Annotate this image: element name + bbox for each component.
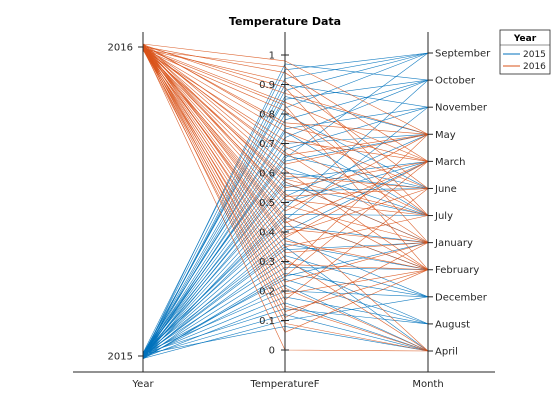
legend-label-2015: 2015 xyxy=(523,50,546,60)
temperature-tick-label: 0.6 xyxy=(259,169,275,180)
temperature-tick-label: 0.2 xyxy=(259,287,275,298)
month-tick-label: September xyxy=(435,49,491,60)
temperature-tick-label: 0.3 xyxy=(259,257,275,268)
month-tick-label: April xyxy=(435,347,458,358)
chart-title: Temperature Data xyxy=(229,15,341,28)
month-tick-label: December xyxy=(435,292,488,303)
month-tick-label: June xyxy=(434,184,457,195)
year-tick-label: 2016 xyxy=(108,43,133,54)
coordinate-label: TemperatureF xyxy=(249,379,319,390)
temperature-tick-label: 0.7 xyxy=(259,139,275,150)
temperature-tick-label: 0.4 xyxy=(259,228,275,239)
legend: Year 2015 2016 xyxy=(499,29,551,75)
legend-box xyxy=(499,29,551,75)
axes-layer: 2015 2016 0 0.1 0.2 0.3 0.4 0.5 0.6 0.7 0.8 0.9 1 Apr… xyxy=(73,32,495,390)
month-tick-label: January xyxy=(434,238,473,249)
legend-title: Year xyxy=(513,34,537,44)
year-tick-label: 2015 xyxy=(108,352,133,363)
temperature-tick-label: 1 xyxy=(269,51,275,62)
temperature-tick-label: 0.1 xyxy=(259,316,275,327)
temperature-tick-label: 0 xyxy=(269,346,275,357)
month-tick-label: February xyxy=(435,265,479,276)
temperature-tick-label: 0.5 xyxy=(259,198,275,209)
month-tick-label: July xyxy=(434,211,453,222)
month-tick-label: May xyxy=(435,130,456,141)
month-tick-label: November xyxy=(435,103,488,114)
coordinate-label: Month xyxy=(412,379,443,390)
month-tick-label: October xyxy=(435,76,476,87)
coordinate-label: Year xyxy=(131,379,154,390)
temperature-tick-label: 0.8 xyxy=(259,110,275,121)
legend-label-2016: 2016 xyxy=(523,62,546,72)
month-tick-label: March xyxy=(435,157,465,168)
temperature-tick-label: 0.9 xyxy=(259,80,275,91)
month-tick-label: August xyxy=(435,319,470,330)
